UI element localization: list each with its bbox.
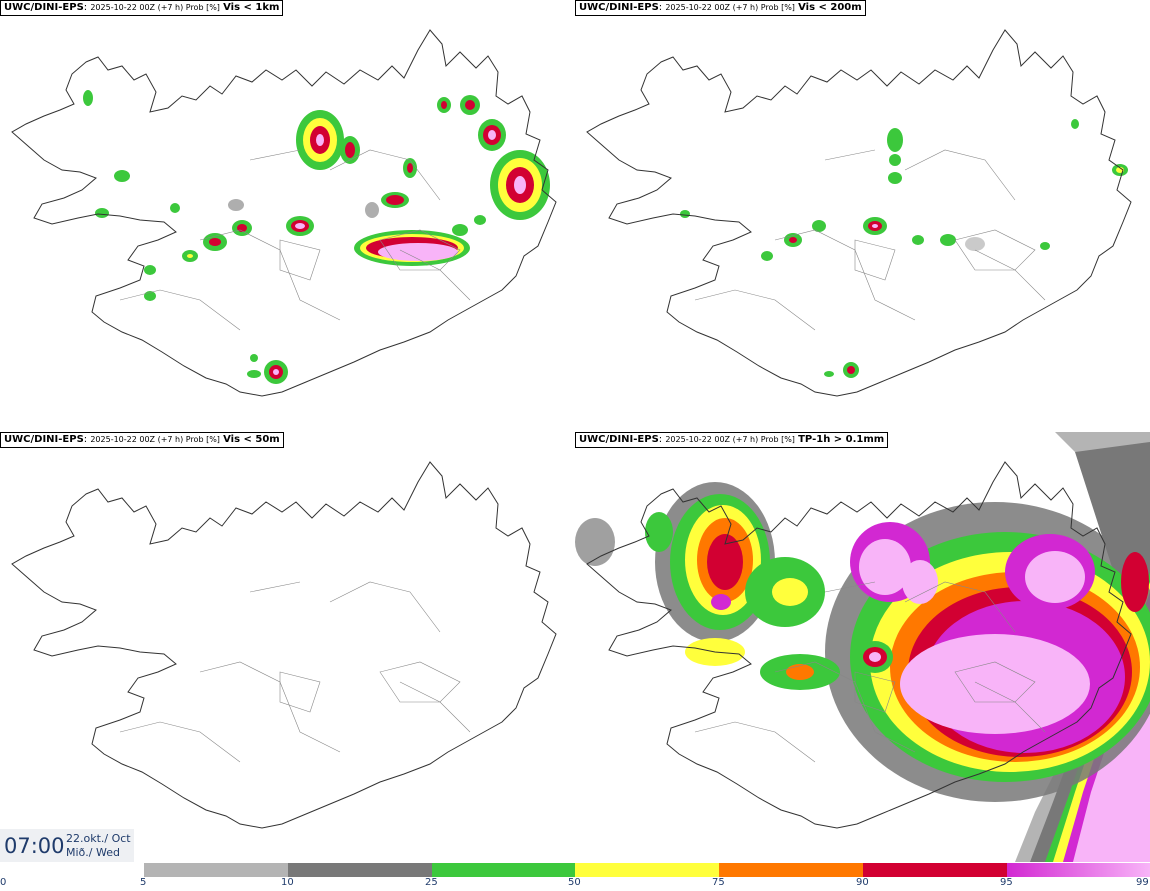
panel-title: UWC/DINI-EPS: 2025-10-22 00Z (+7 h) Prob… [0, 0, 284, 16]
probability-fields [83, 90, 550, 384]
colorbar-tick: 5 [140, 877, 147, 888]
iceland-map [575, 432, 1150, 862]
colorbar-bin-5-10 [144, 863, 288, 877]
colorbar-tick: 50 [568, 877, 581, 888]
iceland-map [11, 461, 557, 829]
colorbar-bin-50-75 [575, 863, 719, 877]
colorbar-tick: 0 [0, 877, 7, 888]
map-panel-vis-50m: UWC/DINI-EPS: 2025-10-22 00Z (+7 h) Prob… [0, 432, 575, 862]
valid-time-date: 22.okt./ Oct Mið./ Wed [66, 832, 131, 860]
valid-time-day-line: Mið./ Wed [66, 846, 120, 859]
colorbar-tick: 95 [1000, 877, 1013, 888]
probability-colorbar: 0 5 10 25 50 75 90 95 99 [0, 862, 1150, 891]
valid-time-date-line: 22.okt./ Oct [66, 832, 131, 845]
valid-time-box: 07:00 22.okt./ Oct Mið./ Wed [0, 829, 134, 862]
colorbar-tick: 90 [856, 877, 869, 888]
probability-fields [680, 119, 1128, 378]
iceland-map [11, 29, 557, 397]
probability-fields [575, 432, 1150, 862]
map-panel-vis-200m: UWC/DINI-EPS: 2025-10-22 00Z (+7 h) Prob… [575, 0, 1150, 430]
panel-title: UWC/DINI-EPS: 2025-10-22 00Z (+7 h) Prob… [575, 432, 889, 448]
map-panel-vis-1km: UWC/DINI-EPS: 2025-10-22 00Z (+7 h) Prob… [0, 0, 575, 430]
iceland-map [586, 29, 1132, 397]
colorbar-tick: 99 [1136, 877, 1149, 888]
valid-time-clock: 07:00 [4, 834, 65, 858]
panel-title: UWC/DINI-EPS: 2025-10-22 00Z (+7 h) Prob… [575, 0, 866, 16]
colorbar-tick: 75 [712, 877, 725, 888]
colorbar-bin-75-90 [719, 863, 863, 877]
colorbar-tick: 25 [425, 877, 438, 888]
map-panel-precip: UWC/DINI-EPS: 2025-10-22 00Z (+7 h) Prob… [575, 432, 1150, 862]
panel-title: UWC/DINI-EPS: 2025-10-22 00Z (+7 h) Prob… [0, 432, 284, 448]
colorbar-bin-25-50 [432, 863, 575, 877]
colorbar-tick: 10 [281, 877, 294, 888]
colorbar-bin-95-99 [1007, 863, 1150, 877]
colorbar-bin-10-25 [288, 863, 432, 877]
colorbar-bin-90-95 [863, 863, 1007, 877]
